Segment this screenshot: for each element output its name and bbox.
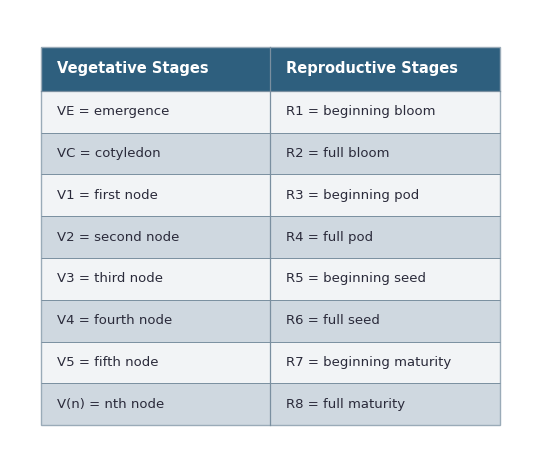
Text: R7 = beginning maturity: R7 = beginning maturity xyxy=(286,356,451,369)
Bar xyxy=(40,216,270,258)
Bar xyxy=(40,342,270,383)
Text: V3 = third node: V3 = third node xyxy=(57,272,163,285)
Text: VE = emergence: VE = emergence xyxy=(57,105,169,118)
Text: R8 = full maturity: R8 = full maturity xyxy=(286,398,405,411)
Text: Reproductive Stages: Reproductive Stages xyxy=(286,62,458,76)
Text: V1 = first node: V1 = first node xyxy=(57,189,158,202)
Text: R1 = beginning bloom: R1 = beginning bloom xyxy=(286,105,436,118)
Bar xyxy=(40,258,270,300)
Bar xyxy=(270,47,500,91)
Text: R3 = beginning pod: R3 = beginning pod xyxy=(286,189,420,202)
Text: R2 = full bloom: R2 = full bloom xyxy=(286,147,389,160)
Bar xyxy=(270,216,500,258)
Bar xyxy=(270,133,500,174)
Bar xyxy=(40,47,500,425)
Bar xyxy=(270,174,500,216)
Text: V4 = fourth node: V4 = fourth node xyxy=(57,314,172,327)
Text: R4 = full pod: R4 = full pod xyxy=(286,230,373,243)
Bar xyxy=(40,133,270,174)
Bar xyxy=(270,91,500,133)
Bar xyxy=(40,47,270,91)
Bar xyxy=(40,91,270,133)
Bar xyxy=(270,342,500,383)
Bar xyxy=(40,383,270,425)
Text: R6 = full seed: R6 = full seed xyxy=(286,314,380,327)
Text: R5 = beginning seed: R5 = beginning seed xyxy=(286,272,426,285)
Bar xyxy=(270,258,500,300)
Bar xyxy=(270,383,500,425)
Bar xyxy=(40,174,270,216)
Bar xyxy=(40,300,270,342)
Text: V2 = second node: V2 = second node xyxy=(57,230,179,243)
Text: V5 = fifth node: V5 = fifth node xyxy=(57,356,158,369)
Bar xyxy=(270,300,500,342)
Text: V(n) = nth node: V(n) = nth node xyxy=(57,398,164,411)
Text: VC = cotyledon: VC = cotyledon xyxy=(57,147,160,160)
Text: Vegetative Stages: Vegetative Stages xyxy=(57,62,208,76)
